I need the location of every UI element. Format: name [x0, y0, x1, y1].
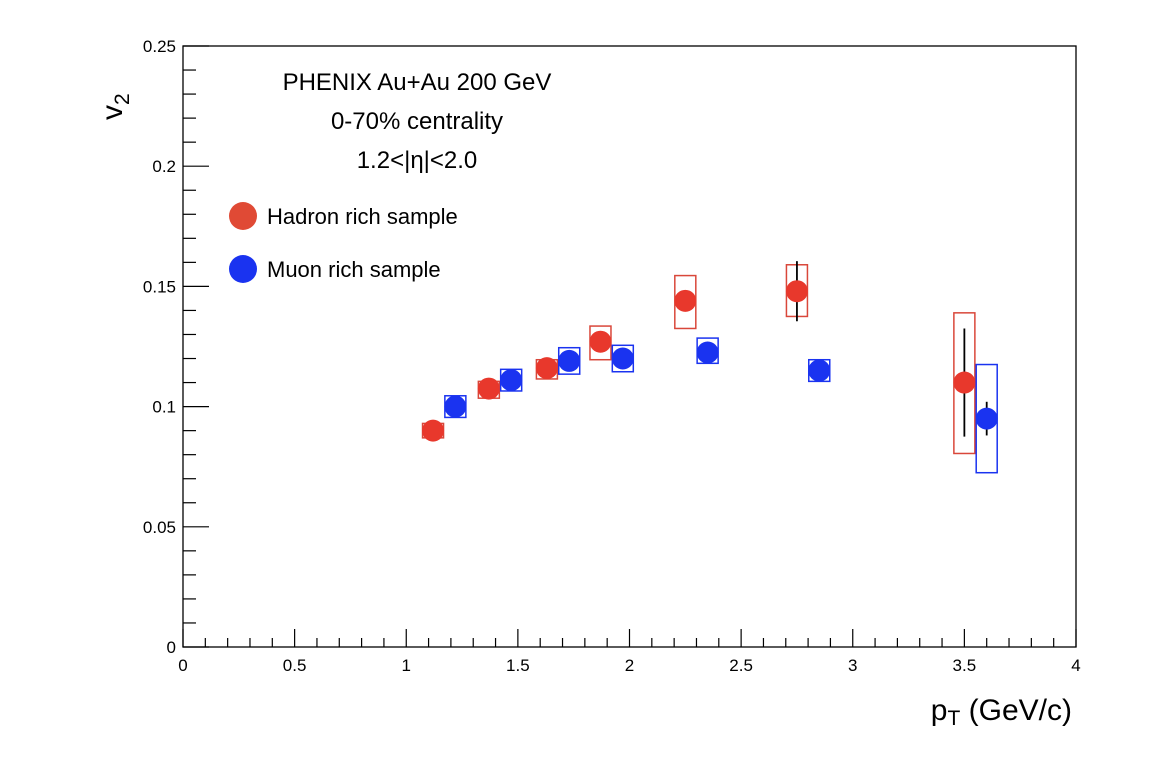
muon-point [696, 341, 719, 364]
x-tick-label: 4 [1071, 656, 1080, 675]
y-tick-label: 0 [167, 638, 176, 657]
hadron-point [785, 280, 808, 303]
annotation-experiment: PHENIX Au+Au 200 GeV [283, 69, 552, 96]
legend-label-muon: Muon rich sample [267, 257, 441, 282]
y-tick-label: 0.25 [143, 37, 176, 56]
x-tick-label: 2.5 [729, 656, 753, 675]
x-tick-label: 3.5 [953, 656, 977, 675]
y-axis-title: v2 [96, 93, 134, 120]
x-axis-title: pT (GeV/c) [931, 694, 1072, 730]
muon-point [611, 347, 634, 370]
hadron-point [953, 371, 976, 394]
legend-label-hadron: Hadron rich sample [267, 204, 458, 229]
annotation-centrality: 0-70% centrality [331, 108, 503, 135]
muon-point [975, 407, 998, 430]
hadron-point [674, 289, 697, 312]
x-tick-label: 2 [625, 656, 634, 675]
x-tick-label: 1 [402, 656, 411, 675]
hadron-point [477, 377, 500, 400]
hadron-point [589, 330, 612, 353]
y-tick-label: 0.1 [152, 398, 176, 417]
hadron-point [422, 419, 445, 442]
muon-point [808, 359, 831, 382]
annotation-block: PHENIX Au+Au 200 GeV 0-70% centrality 1.… [283, 69, 552, 174]
y-tick-label: 0.2 [152, 157, 176, 176]
muon-point [558, 349, 581, 372]
y-tick-label: 0.15 [143, 277, 176, 296]
x-tick-labels: 0 0.5 1 1.5 2 2.5 3 3.5 4 [178, 656, 1080, 675]
y-tick-labels: 0 0.05 0.1 0.15 0.2 0.25 [143, 37, 176, 657]
legend-marker-muon [229, 255, 257, 283]
hadron-point [535, 357, 558, 380]
y-tick-label: 0.05 [143, 518, 176, 537]
x-tick-label: 3 [848, 656, 857, 675]
legend-marker-hadron [229, 202, 257, 230]
muon-point [444, 395, 467, 418]
plot-frame [182, 45, 1077, 648]
legend: Hadron rich sample Muon rich sample [229, 202, 458, 283]
muon-point [500, 369, 523, 392]
annotation-eta-range: 1.2<|η|<2.0 [357, 147, 478, 174]
data-marks [421, 261, 998, 474]
x-tick-label: 0 [178, 656, 187, 675]
x-tick-label: 0.5 [283, 656, 307, 675]
axis-ticks [182, 45, 1077, 648]
x-tick-label: 1.5 [506, 656, 530, 675]
